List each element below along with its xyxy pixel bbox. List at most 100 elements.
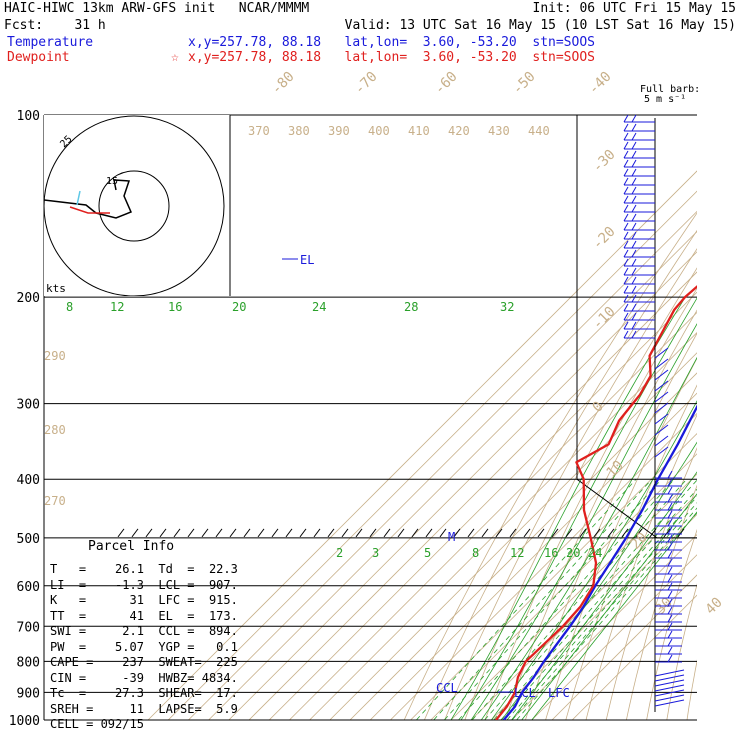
pressure-tick-label: 800 [17,655,40,670]
wind-barb [654,347,669,359]
wind-barb-flag [667,542,673,551]
dry-adiabat-label: 280 [44,423,66,437]
wind-barb-flag [631,276,637,285]
dry-adiabat-label: 270 [44,494,66,508]
header-forecast: Fcst: 31 h [4,18,106,33]
marker-lfc: LFC [548,686,570,700]
tick-mark [131,528,139,538]
pressure-tick-label: 100 [17,109,40,124]
wind-barb-flag [631,231,637,240]
wind-barbs [623,114,685,712]
wind-barb [654,424,669,436]
wind-barb-flag [623,294,629,303]
wind-barb-flag [631,114,637,123]
wind-barb-flag [667,606,673,615]
wind-barb-flag [631,141,637,150]
tick-mark [299,528,307,538]
wind-barb-flag [623,132,629,141]
mixing-ratio-label: 24 [312,300,326,314]
tick-mark [509,528,517,538]
isotherm [470,493,697,720]
isotherm-label: 0 [590,399,607,416]
wind-barb-flag [623,321,629,330]
mixing-ratio-label: 20 [232,300,246,314]
tick-mark [439,528,447,538]
wind-barb [654,674,685,682]
wind-barb-flag [623,258,629,267]
hodograph-background [44,115,230,296]
isotherm-label: -20 [590,224,619,253]
wind-barb-flag [631,303,637,312]
wind-barb-flag [667,478,673,487]
mixing-ratio-line [433,478,653,720]
wind-barb [654,413,669,425]
dry-adiabat-label: 380 [288,124,310,138]
wind-barb [654,402,669,414]
wind-barb-flag [623,123,629,132]
wind-barb-flag [667,638,673,647]
mixing-ratio-label: 8 [66,300,73,314]
mixing-ratio-line [444,478,662,720]
wind-barb-flag [623,213,629,222]
isotherm [289,311,697,720]
isotherm [511,534,697,720]
legend-dewpoint-star-icon: ☆ [171,50,179,65]
tick-mark [607,528,615,538]
dry-adiabat [403,212,697,720]
isotherm-label: -70 [352,69,381,98]
wind-barb-flag [631,294,637,303]
isotherm [329,352,697,720]
pressure-tick-label: 900 [17,686,40,701]
marker-ccl: CCL [436,681,458,695]
pressure-tick-label: 500 [17,532,40,547]
wind-barb [654,446,669,458]
wind-barb-flag [667,622,673,631]
wind-barb [654,699,685,707]
wind-barb-flag [623,150,629,159]
tick-mark [229,528,237,538]
parcel-info-row: CELL = 092/15 [50,717,144,731]
tick-mark [425,528,433,538]
dry-adiabat [444,248,697,720]
tick-mark [663,528,671,538]
isotherm-label: -30 [590,147,619,176]
wind-barb [654,689,685,697]
tick-mark [551,528,559,538]
legend-dewpoint-label: Dewpoint [7,50,70,65]
tick-mark [621,528,629,538]
tick-mark [481,528,489,538]
isotherm [430,453,697,720]
wind-barb-flag [623,195,629,204]
isotherm [450,473,697,720]
wind-barb-flag [667,526,673,535]
dry-adiabat-label: 420 [448,124,470,138]
wind-barb-flag [631,213,637,222]
tick-mark [593,528,601,538]
isotherm [228,251,697,720]
wind-barb-flag [623,141,629,150]
dry-adiabat [686,659,697,720]
tick-mark [187,528,195,538]
wind-barb-flag [623,249,629,258]
barb-title: Full barb: [640,84,701,95]
header-init: Init: 06 UTC Fri 15 May 15 [532,1,737,16]
tick-mark [411,528,419,538]
wind-barb-flag [667,598,673,607]
isotherm-label: -80 [269,69,298,98]
wind-barb-flag [631,132,637,141]
isotherm [491,513,697,720]
wind-barb-flag [631,168,637,177]
tick-mark [257,528,265,538]
wind-barb-flag [623,186,629,195]
dewpoint-line [495,285,697,720]
dry-adiabat-label: 290 [44,349,66,363]
pressure-tick-label: 200 [17,291,40,306]
isotherm [309,332,697,720]
wind-barb-flag [623,159,629,168]
dry-adiabat [424,229,697,720]
temperature-line [502,404,697,720]
wind-barb-flag [667,518,673,527]
tick-mark [579,528,587,538]
isotherm-label: 40 [703,595,726,618]
